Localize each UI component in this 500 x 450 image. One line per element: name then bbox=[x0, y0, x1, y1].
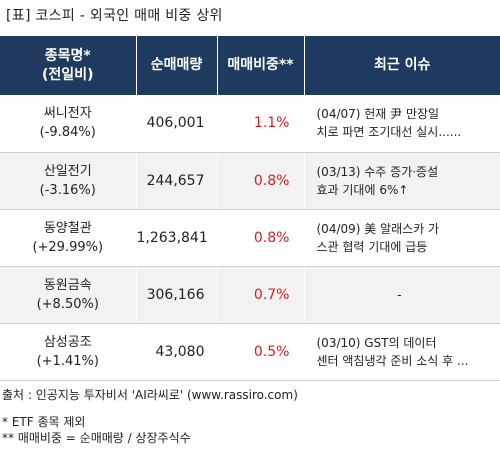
net-volume-cell: 43,080 bbox=[135, 323, 217, 381]
header-stock-name-line1: 종목명* bbox=[44, 47, 91, 64]
header-trade-ratio: 매매비중** bbox=[216, 36, 304, 95]
issue-cell: - bbox=[303, 266, 500, 324]
stock-cell: 산일전기 (-3.16%) bbox=[0, 152, 136, 210]
stock-change: (+1.41%) bbox=[36, 353, 99, 369]
stock-name: 삼성공조 bbox=[43, 334, 92, 350]
stock-cell: 동원금속 (+8.50%) bbox=[0, 266, 136, 324]
stock-change: (-9.84%) bbox=[39, 125, 96, 141]
stock-cell: 삼성공조 (+1.41%) bbox=[0, 323, 136, 381]
header-recent-issue: 최근 이슈 bbox=[303, 36, 500, 95]
stock-name: 동원금속 bbox=[43, 277, 92, 293]
issue-line1: (03/13) 수주 증가·증설 bbox=[316, 164, 439, 179]
header-stock-name: 종목명* (전일비) bbox=[0, 36, 136, 95]
net-volume-cell: 1,263,841 bbox=[135, 209, 217, 267]
table-row: 산일전기 (-3.16%) 244,657 0.8% (03/13) 수주 증가… bbox=[0, 152, 500, 210]
issue-line2: 스관 협력 기대에 급등 bbox=[316, 239, 428, 254]
stock-change: (-3.16%) bbox=[39, 182, 96, 198]
issue-line1: (03/10) GST의 데이터 bbox=[316, 335, 437, 350]
header-stock-name-line2: (전일비) bbox=[42, 66, 94, 83]
table-row: 동원금속 (+8.50%) 306,166 0.7% - bbox=[0, 266, 500, 324]
issue-line2: 효과 기대에 6%↑ bbox=[316, 182, 409, 197]
issue-line2: 치로 파면 조기대선 실시...... bbox=[316, 125, 462, 140]
stock-change: (+8.50%) bbox=[36, 296, 99, 312]
header-row: 종목명* (전일비) 순매매량 매매비중** 최근 이슈 bbox=[0, 36, 500, 95]
issue-line2: 센터 액침냉각 준비 소식 후 ... bbox=[316, 353, 469, 368]
trade-ratio-cell: 0.5% bbox=[216, 323, 304, 381]
stock-name: 써니전자 bbox=[43, 106, 92, 122]
issue-cell: (04/09) 美 알래스카 가 스관 협력 기대에 급등 bbox=[303, 209, 500, 267]
table-row: 동양철관 (+29.99%) 1,263,841 0.8% (04/09) 美 … bbox=[0, 209, 500, 267]
trade-ratio-cell: 0.7% bbox=[216, 266, 304, 324]
trade-ratio-cell: 1.1% bbox=[216, 95, 304, 153]
issue-line1: (04/09) 美 알래스카 가 bbox=[316, 221, 440, 236]
stock-change: (+29.99%) bbox=[32, 239, 104, 255]
header-net-volume: 순매매량 bbox=[135, 36, 217, 95]
issue-cell: (03/10) GST의 데이터 센터 액침냉각 준비 소식 후 ... bbox=[303, 323, 500, 381]
issue-line1: (04/07) 헌재 尹 만장일 bbox=[316, 107, 440, 122]
stock-name: 동양철관 bbox=[43, 220, 92, 236]
etf-exclusion-note: * ETF 종목 제외 bbox=[2, 415, 86, 429]
trade-ratio-cell: 0.8% bbox=[216, 209, 304, 267]
issue-cell: (04/07) 헌재 尹 만장일 치로 파면 조기대선 실시...... bbox=[303, 95, 500, 153]
net-volume-cell: 244,657 bbox=[135, 152, 217, 210]
net-volume-cell: 306,166 bbox=[135, 266, 217, 324]
source-note: 출처 : 인공지능 투자비서 'AI라씨로' (www.rassiro.com) bbox=[2, 388, 298, 402]
table-title: [표] 코스피 - 외국인 매매 비중 상위 bbox=[6, 8, 223, 24]
table-row: 삼성공조 (+1.41%) 43,080 0.5% (03/10) GST의 데… bbox=[0, 323, 500, 381]
issue-cell: (03/13) 수주 증가·증설 효과 기대에 6%↑ bbox=[303, 152, 500, 210]
stock-name: 산일전기 bbox=[43, 163, 92, 179]
ratio-definition-note: ** 매매비중 = 순매매량 / 상장주식수 bbox=[2, 431, 191, 445]
trade-ratio-cell: 0.8% bbox=[216, 152, 304, 210]
net-volume-cell: 406,001 bbox=[135, 95, 217, 153]
table-row: 써니전자 (-9.84%) 406,001 1.1% (04/07) 헌재 尹 … bbox=[0, 95, 500, 153]
stock-cell: 동양철관 (+29.99%) bbox=[0, 209, 136, 267]
stock-cell: 써니전자 (-9.84%) bbox=[0, 95, 136, 153]
issue-line1: - bbox=[397, 287, 402, 302]
foreign-trading-table: 종목명* (전일비) 순매매량 매매비중** 최근 이슈 써니전자 (-9.84… bbox=[0, 36, 500, 381]
